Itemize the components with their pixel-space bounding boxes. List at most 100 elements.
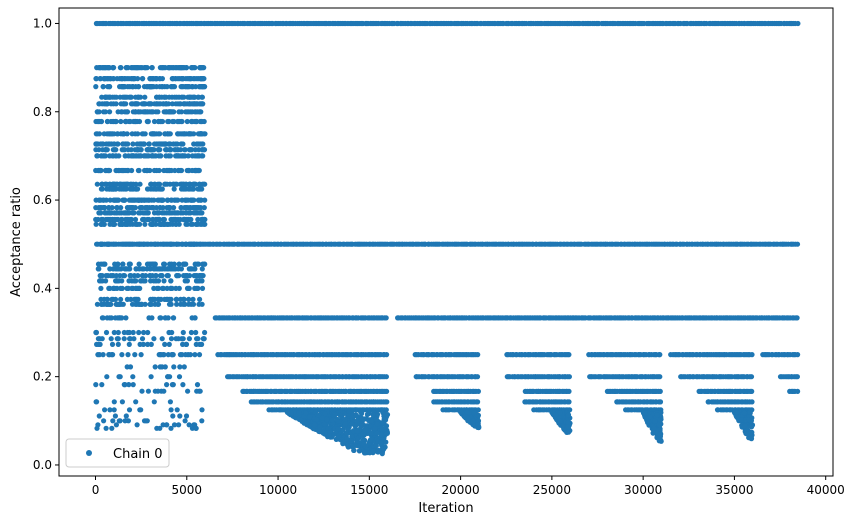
data-point (164, 84, 170, 90)
data-point (169, 76, 175, 82)
data-point (161, 278, 167, 284)
data-point (138, 352, 144, 358)
data-point (159, 273, 165, 279)
data-point (326, 433, 332, 439)
data-point (144, 418, 150, 424)
data-point (164, 422, 170, 428)
data-point (384, 399, 390, 405)
data-point (166, 341, 172, 347)
data-point (175, 336, 181, 342)
data-point (94, 425, 100, 431)
data-point (329, 417, 335, 423)
data-point (144, 167, 150, 174)
data-point (169, 352, 175, 358)
data-point (361, 441, 367, 447)
data-point (652, 418, 658, 424)
data-point (168, 425, 174, 431)
data-point (115, 109, 121, 115)
data-point (133, 65, 139, 71)
data-point (112, 147, 118, 153)
data-point (162, 364, 168, 370)
data-point (193, 205, 199, 211)
data-point (163, 101, 169, 107)
data-point (166, 147, 173, 153)
data-point (199, 118, 205, 125)
data-point (132, 216, 139, 223)
data-point (472, 409, 478, 415)
data-point (182, 261, 188, 267)
data-point (191, 210, 197, 216)
data-point (372, 425, 378, 432)
data-point (139, 101, 145, 107)
data-point (125, 329, 131, 336)
data-point (192, 76, 198, 82)
data-point (384, 352, 390, 358)
data-point (190, 186, 197, 192)
data-point (198, 65, 204, 71)
data-point (93, 84, 99, 90)
data-point (324, 416, 330, 423)
data-point (195, 186, 201, 192)
data-point (178, 210, 184, 216)
data-point (124, 76, 130, 82)
data-point (657, 352, 663, 358)
data-point (102, 153, 108, 159)
data-point (150, 216, 156, 223)
data-point (148, 301, 155, 307)
data-point (151, 118, 158, 125)
data-point (93, 382, 99, 388)
data-point (128, 101, 135, 107)
data-point (183, 205, 189, 211)
data-point (99, 141, 105, 147)
data-point (159, 285, 166, 291)
data-point (182, 197, 188, 203)
data-point (122, 418, 128, 424)
data-point (94, 131, 100, 137)
data-point (132, 118, 138, 125)
data-point (179, 94, 185, 100)
data-point (163, 221, 169, 227)
data-point (93, 205, 99, 211)
data-point (107, 352, 113, 358)
data-point (192, 315, 198, 321)
data-point (113, 167, 119, 174)
data-point (197, 388, 203, 394)
data-point (180, 382, 186, 388)
data-point (198, 241, 204, 247)
data-point (186, 336, 192, 342)
data-point (343, 430, 349, 436)
data-point (199, 301, 205, 307)
data-point (149, 221, 155, 227)
data-point (175, 118, 181, 125)
data-point (165, 374, 171, 380)
data-point (166, 94, 172, 100)
data-point (94, 399, 100, 405)
data-point (106, 241, 112, 247)
data-point (159, 65, 165, 71)
data-point (95, 341, 102, 347)
data-point (114, 210, 120, 216)
data-point (167, 109, 173, 115)
data-point (378, 440, 384, 446)
data-point (119, 285, 125, 291)
data-point (199, 216, 205, 223)
data-point (173, 101, 179, 107)
data-point (104, 374, 110, 380)
data-point (133, 94, 139, 100)
data-point (654, 412, 660, 418)
data-point (381, 446, 387, 452)
data-point (179, 352, 185, 358)
data-point (95, 352, 101, 358)
data-point (118, 296, 124, 302)
data-point (197, 210, 203, 216)
data-point (93, 329, 99, 336)
data-point (795, 388, 801, 394)
data-point (112, 296, 119, 302)
data-point (106, 167, 112, 174)
data-point (181, 65, 187, 71)
data-point (202, 329, 208, 336)
data-point (165, 118, 171, 125)
data-point (193, 273, 199, 279)
data-point (167, 399, 173, 405)
data-point (360, 433, 366, 439)
